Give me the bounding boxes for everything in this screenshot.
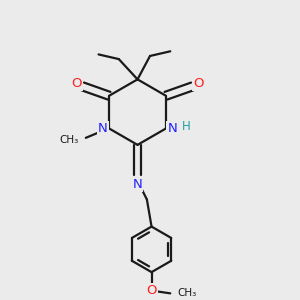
Text: O: O (71, 77, 82, 90)
Text: H: H (182, 120, 190, 134)
Text: N: N (133, 178, 142, 191)
Text: N: N (167, 122, 177, 135)
Text: CH₃: CH₃ (60, 135, 79, 145)
Text: N: N (98, 122, 108, 135)
Text: O: O (194, 77, 204, 90)
Text: O: O (146, 284, 157, 297)
Text: CH₃: CH₃ (177, 288, 197, 298)
